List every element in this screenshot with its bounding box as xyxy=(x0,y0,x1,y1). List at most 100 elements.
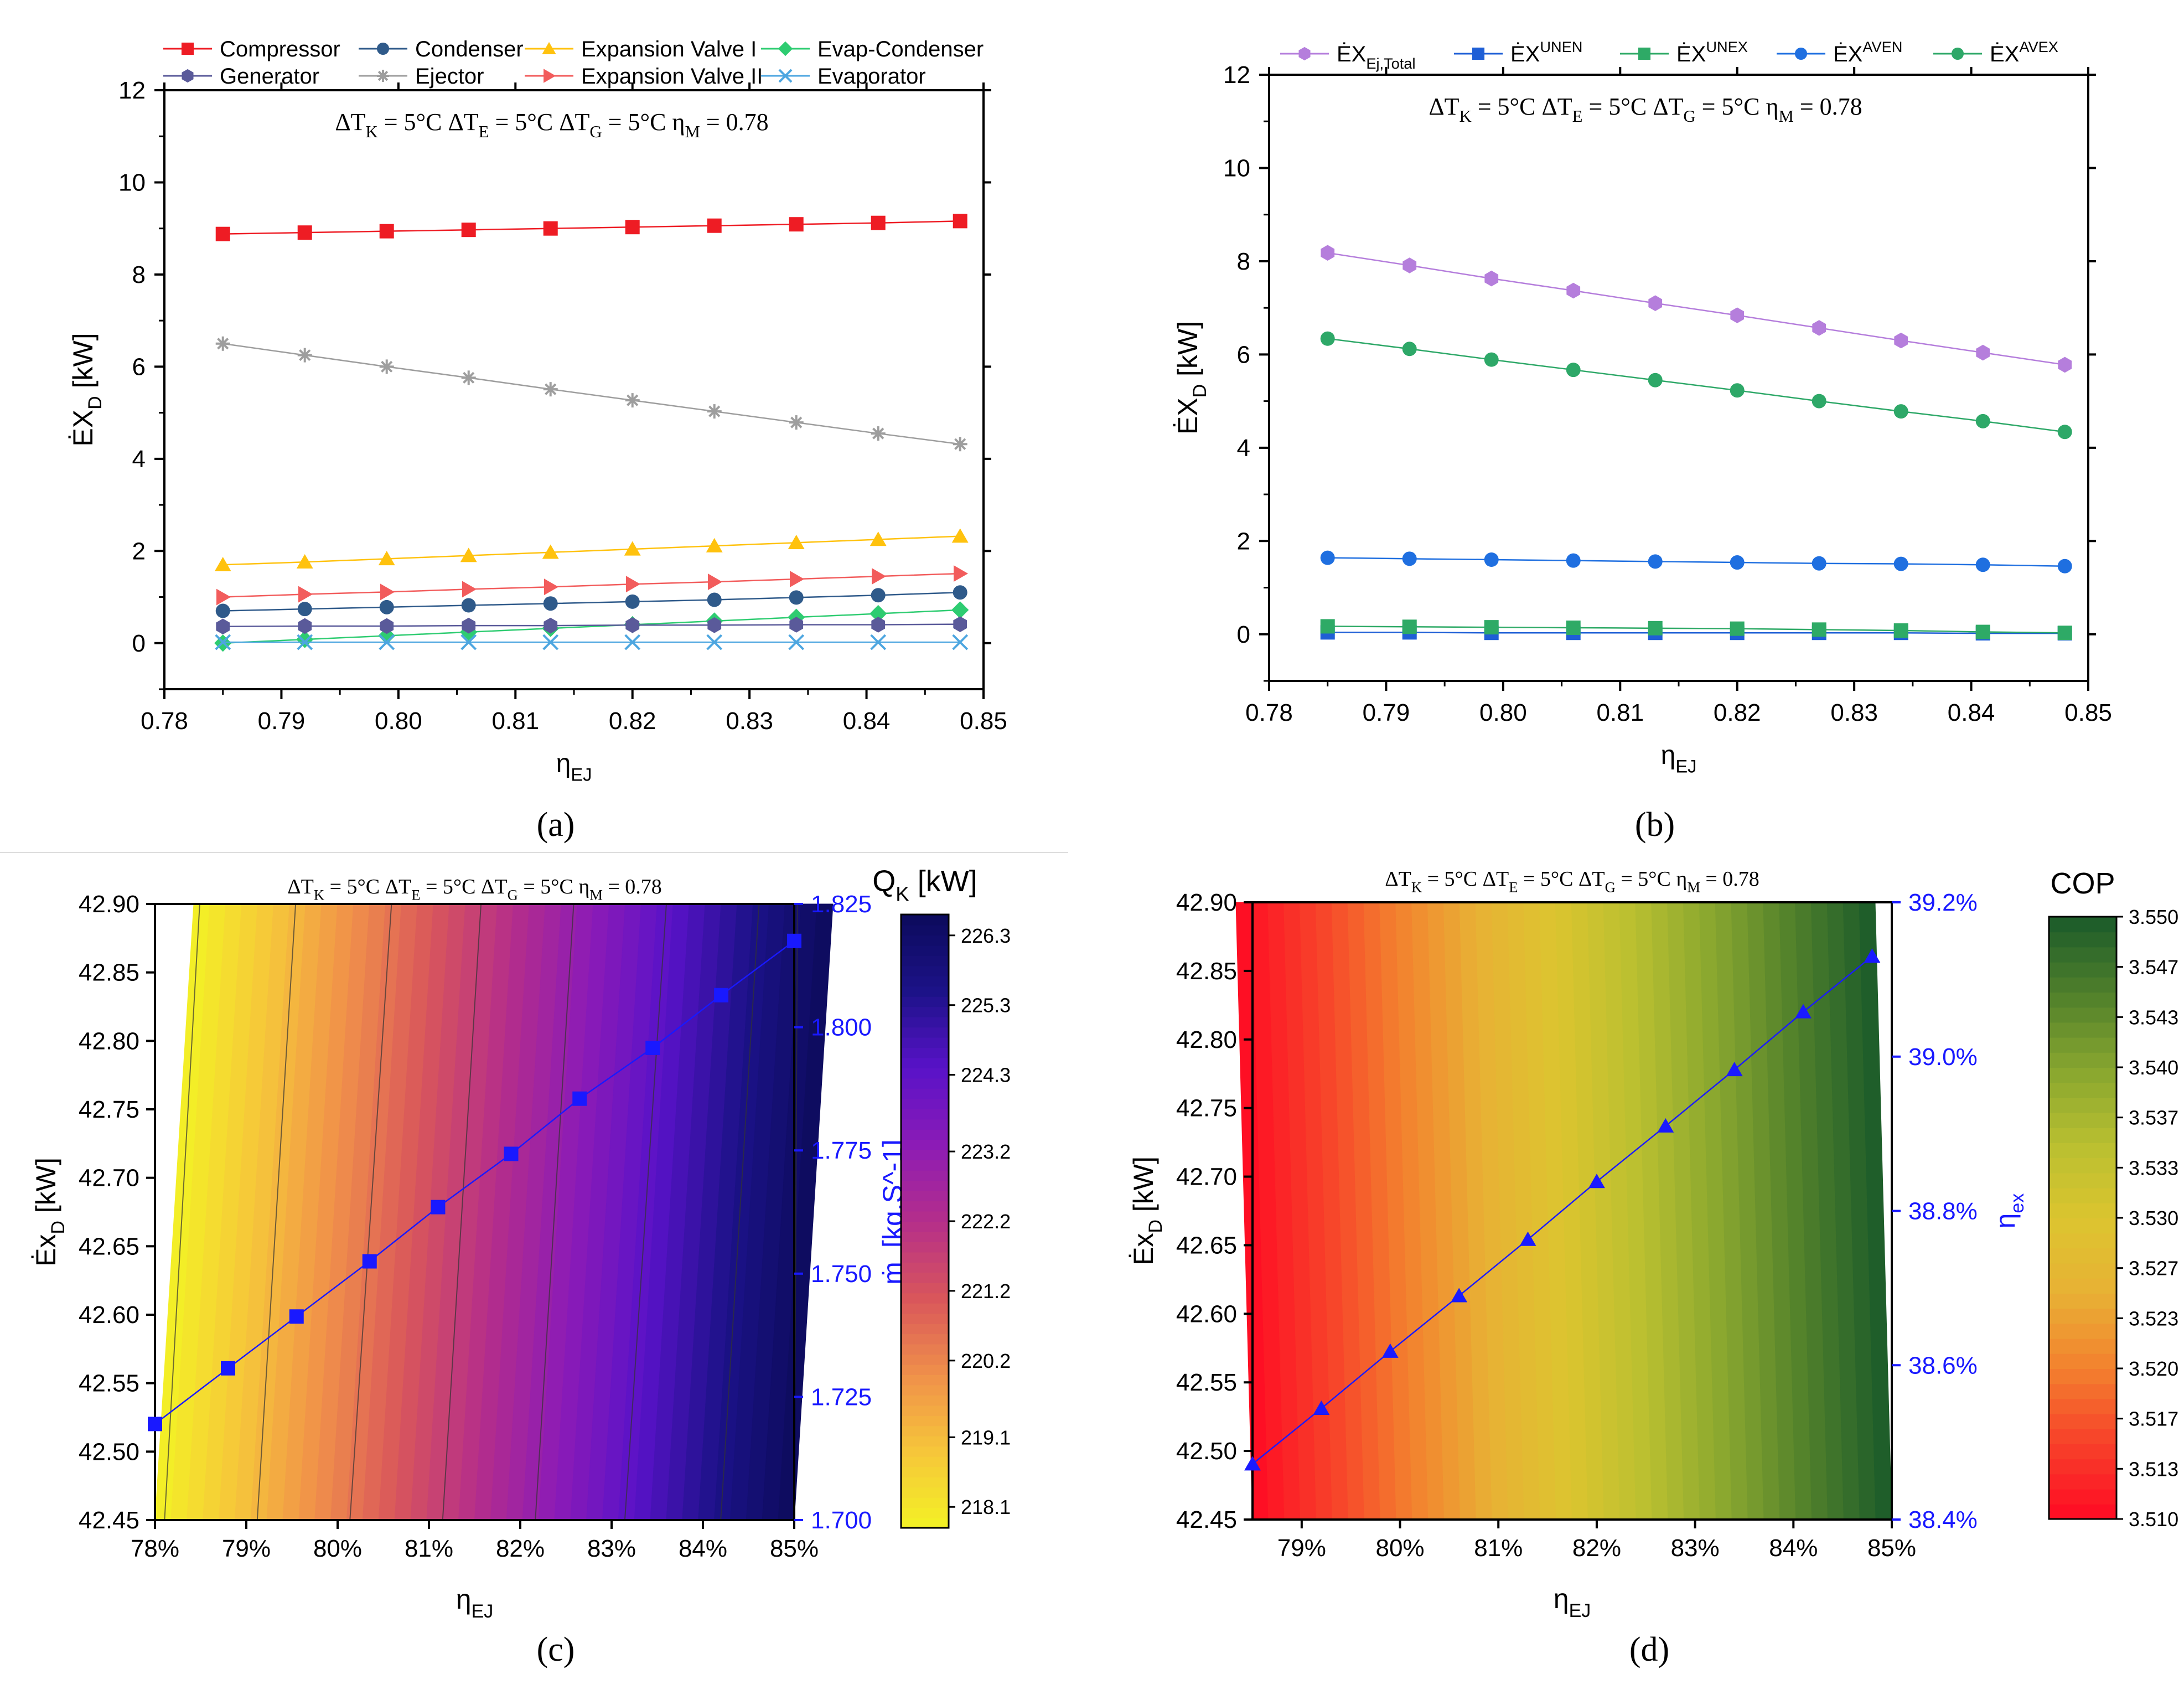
data-point xyxy=(789,415,804,430)
data-point xyxy=(296,631,314,648)
data-point xyxy=(707,404,722,419)
colorbar-segment xyxy=(2049,1037,2116,1053)
colorbar-segment xyxy=(901,1211,949,1222)
y-tick-label: 42.80 xyxy=(1176,1026,1237,1053)
colorbar-segment xyxy=(901,1068,949,1079)
colorbar-segment xyxy=(901,1405,949,1416)
y-tick-label: 42.90 xyxy=(79,891,139,918)
data-point xyxy=(789,617,804,633)
y2-tick-label: 38.4% xyxy=(1908,1506,1978,1533)
y-tick-label: 42.80 xyxy=(79,1027,139,1055)
colorbar-segment xyxy=(901,1435,949,1447)
colorbar-segment xyxy=(901,1006,949,1017)
data-point xyxy=(1648,373,1663,387)
colorbar-segment xyxy=(2049,992,2116,1008)
data-point xyxy=(1320,619,1335,634)
data-point xyxy=(871,426,886,441)
y-tick-label: 42.65 xyxy=(79,1233,139,1260)
condition-text: ΔTK = 5°C ΔTE = 5°C ΔTG = 5°C ηM = 0.78 xyxy=(287,875,662,903)
panel-b: 0.78 0.79 0.80 0.81 0.82 0.83 0.84 0.85 0 2 4 6 8 10 1… xyxy=(1172,38,2112,844)
data-point-stroke xyxy=(460,634,477,650)
contour-line xyxy=(349,903,392,1521)
data-point xyxy=(216,618,230,635)
colorbar-tick-label: 3.513 xyxy=(2129,1458,2178,1480)
x-tick-label: 0.83 xyxy=(726,707,773,735)
colorbar-segment xyxy=(2049,1172,2116,1189)
colorbar-segment xyxy=(901,1088,949,1099)
data-point-stroke xyxy=(624,634,641,650)
colorbar-tick-label: 3.510 xyxy=(2129,1508,2178,1531)
y2-tick-label: 1.700 xyxy=(811,1507,872,1534)
plot-frame xyxy=(154,903,795,1521)
series-line xyxy=(1327,632,2065,634)
colorbar-segment xyxy=(901,1108,949,1120)
colorbar-segment xyxy=(901,1221,949,1232)
y-tick-label: 42.55 xyxy=(79,1370,139,1397)
colorbar-segment xyxy=(901,1303,949,1314)
colorbar-segment xyxy=(2049,1202,2116,1218)
colorbar-segment xyxy=(901,1078,949,1089)
colorbar-segment xyxy=(901,1139,949,1150)
x-tick-label: 80% xyxy=(313,1535,362,1562)
colorbar-tick-label: 222.2 xyxy=(961,1210,1011,1233)
x-tick-label: 0.80 xyxy=(375,707,422,735)
data-point xyxy=(1894,332,1908,349)
data-point-stroke xyxy=(627,394,639,406)
data-point-stroke xyxy=(299,349,311,361)
data-point xyxy=(544,578,559,596)
colorbar-tick-label: 3.540 xyxy=(2129,1056,2178,1079)
legend-label: Evaporator xyxy=(817,64,926,89)
colorbar-segment xyxy=(901,1375,949,1386)
data-point xyxy=(1320,550,1335,565)
panel-d: 79% 80% 81% 82% 83% 84% 85% 42.45 42.50 42.55 42.6… xyxy=(1128,867,2178,1668)
data-point xyxy=(214,556,231,571)
data-point xyxy=(872,568,887,585)
colorbar-segment xyxy=(901,1180,949,1191)
colorbar-segment xyxy=(2049,1218,2116,1234)
colorbar-segment xyxy=(2049,1444,2116,1460)
data-point xyxy=(1402,342,1417,356)
y2-tick-label: 38.6% xyxy=(1908,1352,1978,1379)
colorbar-segment xyxy=(901,1354,949,1365)
data-point xyxy=(544,617,558,634)
colorbar-segment xyxy=(2049,976,2116,993)
data-point-stroke xyxy=(215,634,231,650)
data-point xyxy=(953,214,967,229)
colorbar-segment xyxy=(2049,1428,2116,1444)
contour-line xyxy=(256,903,297,1521)
y2-tick-label: 39.2% xyxy=(1908,889,1978,916)
y2-tick-label: 38.8% xyxy=(1908,1198,1978,1225)
series-line xyxy=(222,343,960,445)
data-point xyxy=(2057,626,2072,640)
data-point xyxy=(297,634,313,650)
colorbar-tick-label: 219.1 xyxy=(961,1426,1011,1449)
data-point xyxy=(1976,344,1990,361)
legend-label: Expansion Valve II xyxy=(581,64,763,89)
data-point xyxy=(707,617,722,633)
data-point-stroke xyxy=(870,634,887,650)
data-point xyxy=(289,1309,304,1324)
colorbar-segment xyxy=(901,1282,949,1294)
colorbar-segment xyxy=(901,1497,949,1508)
data-point xyxy=(1730,307,1745,323)
colorbar-segment xyxy=(901,1170,949,1181)
data-point xyxy=(870,531,887,546)
data-point xyxy=(1730,555,1745,570)
y-tick-label: 4 xyxy=(132,446,146,473)
colorbar-segment xyxy=(2049,1278,2116,1294)
data-point xyxy=(625,594,640,609)
data-point xyxy=(378,551,395,566)
series-line xyxy=(222,535,960,566)
colorbar-segment xyxy=(901,996,949,1007)
panel-label: (b) xyxy=(1635,806,1675,844)
data-point xyxy=(379,359,394,374)
colorbar-segment xyxy=(901,1487,949,1498)
colorbar-segment xyxy=(901,1149,949,1161)
data-point xyxy=(1795,1004,1812,1019)
data-point xyxy=(707,218,722,233)
colorbar-tick-label: 3.527 xyxy=(2129,1257,2178,1280)
contour-line xyxy=(624,903,667,1521)
colorbar-segment xyxy=(901,1384,949,1396)
colorbar-segment xyxy=(2049,932,2116,948)
y-tick-label: 6 xyxy=(1237,341,1250,368)
